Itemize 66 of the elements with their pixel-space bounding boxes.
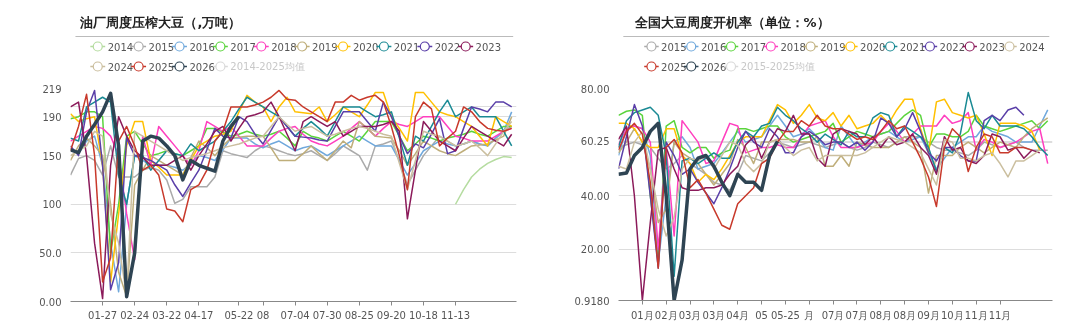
x-tick-label: 04-17	[184, 309, 214, 321]
legend-label: 2018	[271, 41, 297, 53]
legend-label: 2016	[189, 41, 215, 53]
x-tick-label: 07-30	[312, 309, 342, 321]
y-tick-label: 0.9180	[574, 295, 610, 307]
x-tick-label: 07月	[845, 309, 869, 321]
y-tick-label: 60.25	[580, 136, 610, 148]
x-tick-label: 04月	[726, 309, 750, 321]
legend-label: 2021	[393, 41, 420, 53]
x-tick-label: 01-27	[88, 309, 118, 321]
y-tick-label: 20.00	[580, 244, 610, 256]
x-tick-label: 05-22	[224, 309, 254, 321]
x-tick-label: 01月	[630, 309, 654, 321]
x-tick-label: 05-25	[770, 309, 800, 321]
x-tick-label: 07月	[821, 309, 845, 321]
legend-label: 2014	[107, 41, 134, 53]
x-tick-label: 05	[755, 309, 768, 321]
x-tick-label: 11月	[988, 309, 1012, 321]
chart-title: 全国大豆周度开机率（单位：%）	[633, 15, 830, 30]
x-tick-label: 08	[256, 309, 270, 321]
y-tick-label: 150	[42, 150, 62, 162]
y-tick-label: 0.00	[39, 296, 62, 308]
x-tick-label: 08月	[893, 309, 917, 321]
legend-label: 2019	[312, 41, 338, 53]
x-tick-label: 08-25	[344, 309, 374, 321]
x-tick-label: 02-24	[120, 309, 150, 321]
x-tick-label: 07-04	[280, 309, 310, 321]
legend-label: 2024	[107, 61, 134, 73]
x-tick-label: 09-20	[376, 309, 406, 321]
x-tick-label: 03-22	[152, 309, 182, 321]
legend-label: 2021	[899, 41, 926, 53]
legend-label: 2018	[780, 41, 806, 53]
x-tick-label: 10-18	[408, 309, 438, 321]
x-tick-label: 03月	[678, 309, 702, 321]
legend-label: 2025	[148, 61, 174, 73]
legend-label: 2022	[434, 41, 461, 53]
x-tick-label: 11月	[964, 309, 988, 321]
y-tick-label: 219	[42, 83, 62, 95]
legend-label: 2017	[740, 41, 767, 53]
y-tick-label: 50.0	[39, 247, 62, 259]
legend-label: 2015	[661, 41, 687, 53]
x-tick-label: 09月	[917, 309, 940, 321]
legend-label: 2023	[475, 41, 502, 53]
legend-label: 2020	[860, 41, 886, 53]
x-tick-label: 10月	[940, 309, 964, 321]
x-tick-label: 03月	[702, 309, 726, 321]
legend-label: 2015	[148, 41, 174, 53]
legend-label: 2019	[820, 41, 846, 53]
y-tick-label: 80.00	[580, 83, 610, 95]
legend-label: 2017	[230, 41, 256, 53]
legend-label: 2022	[939, 41, 966, 53]
legend-label: 2026	[700, 61, 727, 73]
chart-title: 油厂周度压榨大豆（,万吨）	[79, 15, 242, 30]
legend-label: 2026	[189, 61, 215, 73]
y-tick-label: 190	[42, 111, 62, 123]
x-tick-label: 08月	[869, 309, 893, 321]
x-tick-label: 02月	[654, 309, 678, 321]
y-tick-label: 100	[42, 199, 62, 211]
y-tick-label: 40.00	[580, 190, 610, 202]
legend-label: 2024	[1019, 41, 1045, 53]
x-tick-label: 11-13	[441, 309, 471, 321]
x-tick-label: 月	[804, 309, 815, 321]
legend-label: 2023	[979, 41, 1005, 53]
legend-label: 2016	[700, 41, 727, 53]
legend-label: 2020	[352, 41, 379, 53]
legend-label: 2025	[661, 61, 687, 73]
